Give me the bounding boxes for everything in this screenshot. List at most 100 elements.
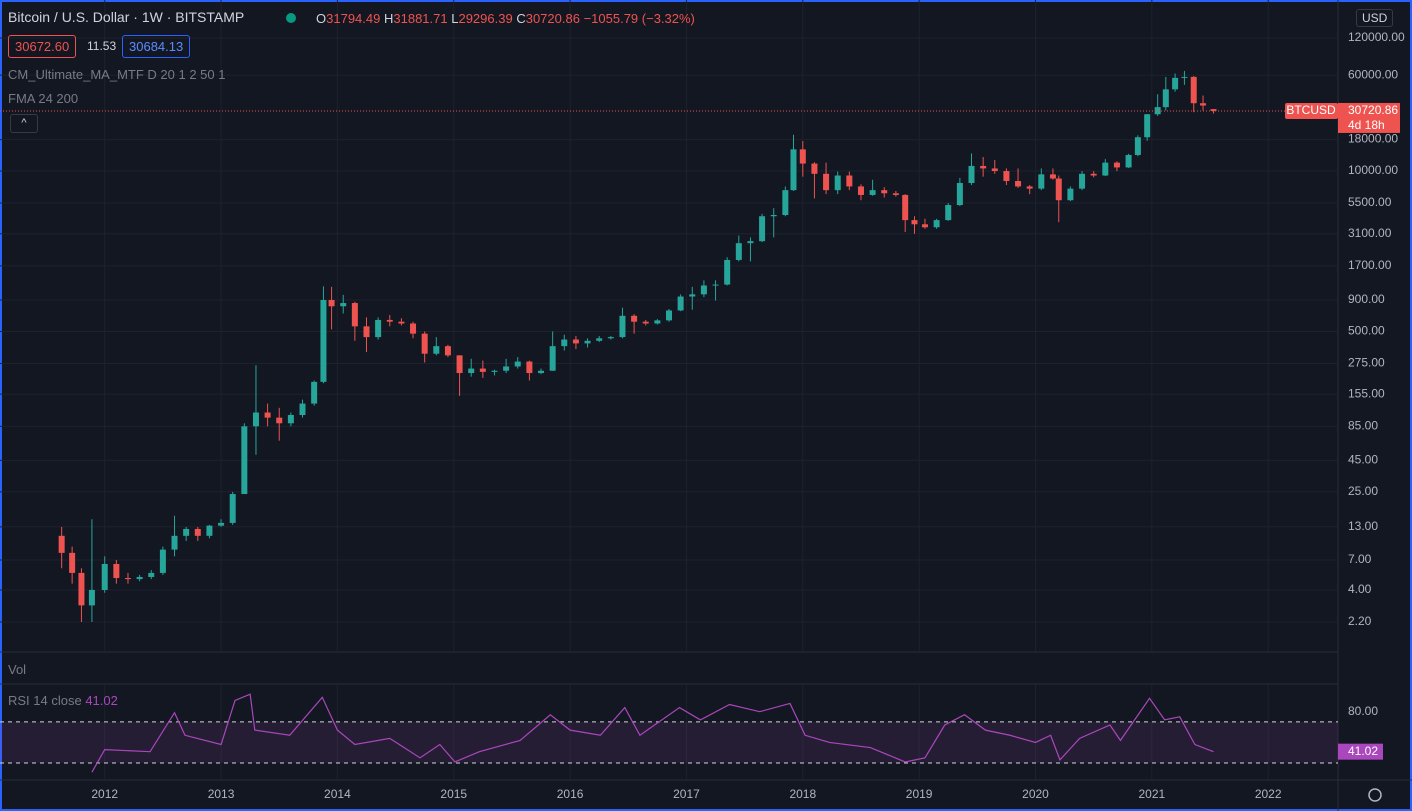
- candle-body: [1154, 107, 1161, 115]
- candle-body: [1055, 178, 1062, 201]
- candle-body: [88, 589, 95, 606]
- buy-button[interactable]: 30684.13: [122, 35, 191, 58]
- candle-body: [194, 528, 201, 536]
- candle-body: [902, 194, 909, 221]
- candle-body: [1134, 137, 1141, 155]
- candle-body: [1210, 109, 1217, 111]
- candle-body: [799, 149, 806, 164]
- symbol-tag-label: BTCUSD: [1286, 103, 1336, 117]
- candle-body: [712, 284, 719, 286]
- candle-body: [136, 576, 143, 580]
- candle-body: [398, 321, 405, 324]
- symbol-title[interactable]: Bitcoin / U.S. Dollar · 1W · BITSTAMP: [8, 9, 245, 25]
- settings-icon[interactable]: [1368, 788, 1382, 802]
- y-tick-label: 60000.00: [1348, 67, 1398, 81]
- candle-body: [911, 220, 918, 225]
- price-tag-label: 30720.86: [1348, 103, 1398, 117]
- x-tick-label: 2018: [789, 787, 816, 801]
- candle-body: [229, 494, 236, 523]
- candle-body: [1090, 173, 1097, 176]
- rsi-tag-label: 41.02: [1348, 744, 1378, 758]
- candle-body: [148, 572, 155, 577]
- candle-body: [1181, 76, 1188, 78]
- candle-body: [1015, 181, 1022, 187]
- candle-body: [101, 563, 108, 590]
- candle-body: [666, 310, 672, 321]
- candle-body: [607, 337, 614, 339]
- candle-body: [846, 175, 853, 187]
- x-tick-label: 2019: [906, 787, 933, 801]
- candle-body: [299, 403, 306, 416]
- candle-body: [58, 535, 65, 553]
- candle-body: [980, 165, 987, 169]
- candle-body: [689, 294, 696, 297]
- candle-body: [596, 338, 603, 341]
- candle-body: [538, 370, 545, 374]
- candle-body: [1113, 162, 1120, 168]
- y-tick-label: 2.20: [1348, 614, 1372, 628]
- candle-body: [811, 163, 818, 174]
- spread: 11.53: [87, 39, 117, 53]
- market-status: [286, 13, 296, 23]
- candle-body: [1026, 186, 1033, 189]
- candle-body: [700, 285, 707, 295]
- candle-body: [78, 572, 85, 606]
- candle-body: [183, 528, 190, 536]
- x-tick-label: 2020: [1022, 787, 1049, 801]
- y-tick-label: 7.00: [1348, 552, 1372, 566]
- x-tick-label: 2021: [1138, 787, 1165, 801]
- change: −1055.79 (−3.32%): [583, 11, 695, 26]
- candle-body: [572, 339, 579, 344]
- x-tick-label: 2022: [1255, 787, 1282, 801]
- indicator-legend[interactable]: FMA 24 200: [8, 91, 79, 106]
- ohlc-label: C: [516, 11, 526, 26]
- candle-body: [363, 326, 370, 338]
- candle-body: [468, 368, 475, 374]
- rsi-value: 41.02: [85, 693, 118, 708]
- open-value: 31794.49: [326, 11, 381, 26]
- y-tick-label: 275.00: [1348, 356, 1385, 370]
- y-tick-label: 4.00: [1348, 582, 1372, 596]
- candle-body: [968, 165, 975, 183]
- countdown: 4d 18h: [1348, 118, 1385, 132]
- y-tick-label: 10000.00: [1348, 163, 1398, 177]
- candle-body: [619, 315, 626, 338]
- candle-body: [479, 368, 486, 372]
- volume-legend[interactable]: Vol: [8, 662, 27, 677]
- y-tick-label: 1700.00: [1348, 258, 1392, 272]
- marks: [0, 70, 1338, 773]
- rsi-tag: [1338, 743, 1383, 760]
- currency-selector[interactable]: USD: [1356, 9, 1394, 27]
- ohlc-label: H: [383, 11, 394, 26]
- candle-body: [456, 355, 463, 374]
- candle-body: [218, 522, 225, 526]
- indicator-legend[interactable]: CM_Ultimate_MA_MTF D 20 1 2 50 1: [8, 67, 226, 82]
- collapse-button[interactable]: ^: [10, 114, 38, 133]
- x-tick-label: 2012: [91, 787, 118, 801]
- candle-body: [1162, 89, 1169, 108]
- y-tick-label: 45.00: [1348, 453, 1378, 467]
- rsi-legend[interactable]: RSI 14 close 41.02: [8, 693, 118, 708]
- labels: 2.20 4.00 7.00 13.00 25.00 45.00 85.00 155.00 27…: [91, 30, 1405, 801]
- close-value: 30720.86: [525, 11, 580, 26]
- y-tick-label: 80.00: [1348, 704, 1378, 718]
- rsi-line: [91, 693, 1214, 773]
- candle-body: [503, 366, 510, 371]
- candle-body: [159, 549, 166, 573]
- candle-body: [677, 296, 684, 311]
- x-tick-label: 2013: [208, 787, 235, 801]
- candle-body: [351, 303, 358, 327]
- candle-body: [514, 361, 521, 367]
- candle-body: [584, 340, 591, 344]
- candle-body: [69, 552, 76, 573]
- y-tick-label: 18000.00: [1348, 132, 1398, 146]
- candle-body: [386, 319, 393, 322]
- candle-body: [933, 220, 940, 228]
- candle-body: [823, 173, 830, 191]
- candle-body: [724, 259, 731, 285]
- candle-body: [320, 299, 327, 382]
- candle-body: [1067, 188, 1074, 201]
- sell-button[interactable]: 30672.60: [8, 35, 77, 58]
- x-tick-label: 2014: [324, 787, 351, 801]
- y-tick-label: 25.00: [1348, 484, 1378, 498]
